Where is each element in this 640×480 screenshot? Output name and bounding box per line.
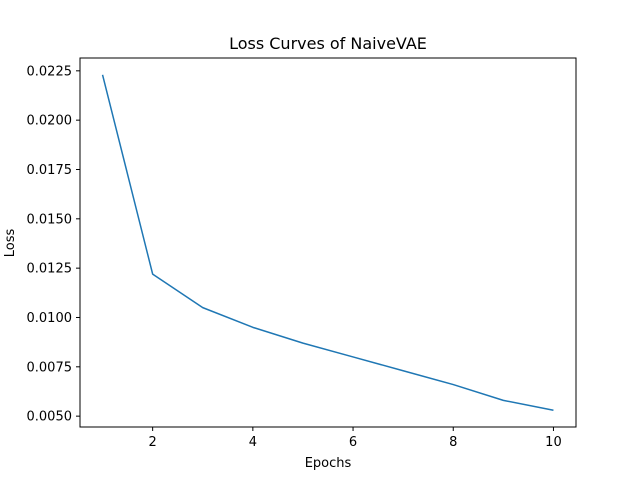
- x-tick-label: 8: [449, 435, 457, 450]
- y-axis-ticks: 0.0050 0.0075 0.0100 0.0125 0.0150 0.0175 0.02…: [27, 64, 80, 425]
- y-tick-label: 0.0125: [27, 262, 73, 277]
- x-tick-label: 4: [249, 435, 257, 450]
- x-tick-label: 2: [149, 435, 157, 450]
- x-axis-label: Epochs: [305, 456, 352, 471]
- plot-frame: [79, 57, 577, 428]
- series-line-0: [101, 74, 554, 411]
- x-axis-ticks: 2 4 6 8 10: [149, 427, 562, 450]
- x-tick-label: 6: [349, 435, 357, 450]
- y-tick-label: 0.0225: [27, 64, 73, 79]
- chart-title: Loss Curves of NaiveVAE: [229, 34, 427, 53]
- y-tick-label: 0.0150: [27, 212, 73, 227]
- y-tick-label: 0.0100: [27, 311, 73, 326]
- series-line-group: [101, 74, 554, 411]
- y-tick-label: 0.0050: [27, 410, 73, 425]
- y-tick-label: 0.0075: [27, 360, 73, 375]
- y-tick-label: 0.0200: [27, 114, 73, 129]
- y-tick-label: 0.0175: [27, 163, 73, 178]
- y-axis-label: Loss: [3, 229, 18, 258]
- x-tick-label: 10: [545, 435, 562, 450]
